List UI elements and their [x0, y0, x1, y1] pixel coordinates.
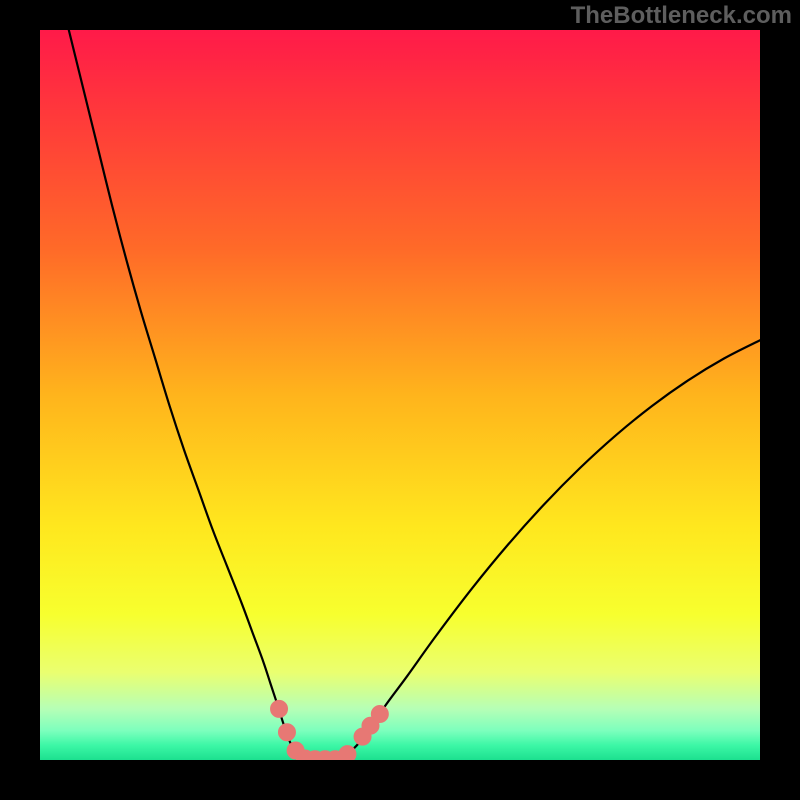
- marker-point: [278, 724, 295, 741]
- marker-point: [271, 700, 288, 717]
- marker-point: [339, 746, 356, 763]
- chart-frame: TheBottleneck.com: [0, 0, 800, 800]
- chart-overlay: [0, 0, 800, 800]
- curve-right-curve: [339, 340, 760, 760]
- chart-series-group: [69, 30, 760, 768]
- curve-left-curve: [69, 30, 307, 760]
- marker-point: [371, 706, 388, 723]
